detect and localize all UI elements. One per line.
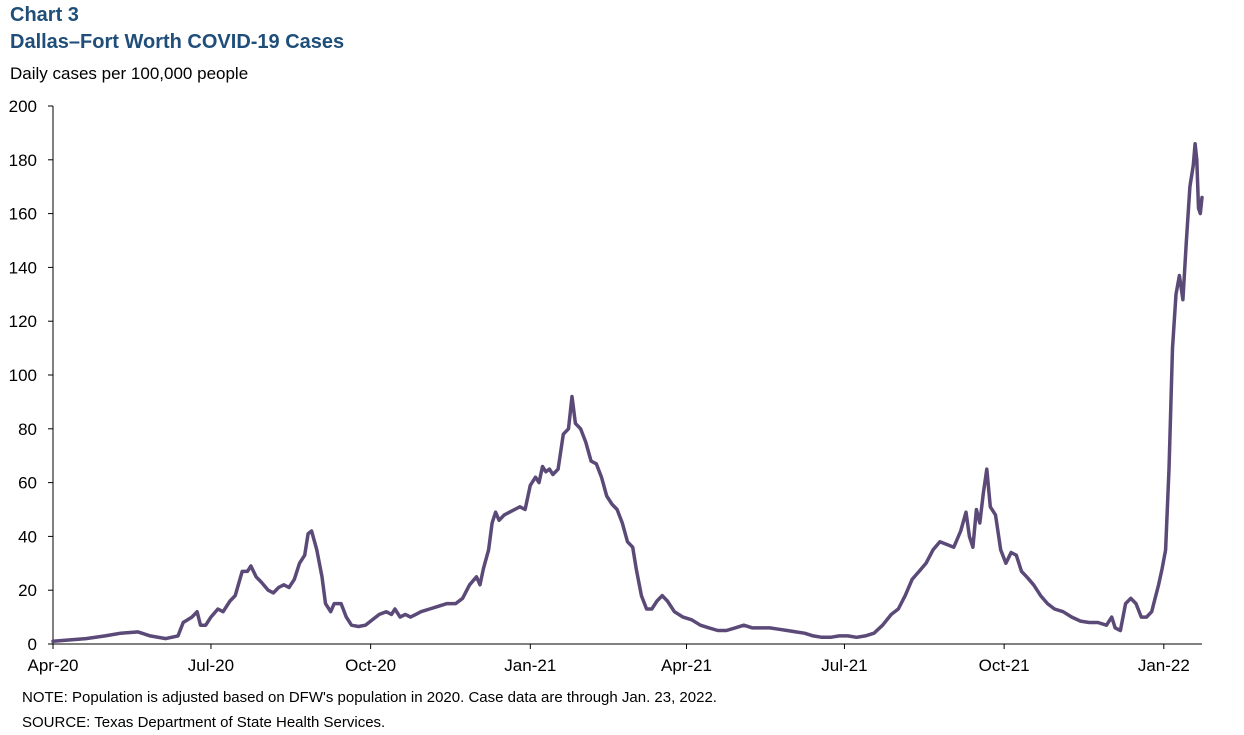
- y-tick-label: 180: [9, 151, 37, 170]
- note-text: NOTE: Population is adjusted based on DF…: [22, 689, 717, 706]
- y-tick-label: 200: [9, 97, 37, 116]
- x-tick-label: Apr-20: [27, 656, 78, 675]
- x-tick-label: Apr-21: [661, 656, 712, 675]
- chart-label: Chart 3: [10, 4, 79, 26]
- series-line: [51, 141, 1204, 644]
- x-tick-label: Jan-21: [504, 656, 556, 675]
- y-tick-label: 80: [18, 420, 37, 439]
- x-tick-label: Jul-21: [821, 656, 867, 675]
- chart-subtitle: Daily cases per 100,000 people: [10, 64, 249, 83]
- y-tick-label: 60: [18, 474, 37, 493]
- series-area: [51, 141, 1204, 644]
- y-tick-label: 40: [18, 527, 37, 546]
- y-tick-label: 20: [18, 581, 37, 600]
- chart-title: Dallas–Fort Worth COVID-19 Cases: [10, 31, 345, 53]
- x-tick-label: Oct-20: [345, 656, 396, 675]
- y-tick-label: 120: [9, 312, 37, 331]
- x-axis: Apr-20 Jul-20 Oct-20 Jan-21 Apr-21 Jul-21 Oct-…: [27, 643, 1202, 675]
- y-axis: 0 20 40 60 80 100 120 140 160 180 200: [9, 97, 54, 654]
- x-tick-label: Jul-20: [188, 656, 234, 675]
- y-tick-label: 160: [9, 205, 37, 224]
- x-tick-label: Oct-21: [979, 656, 1030, 675]
- source-text: SOURCE: Texas Department of State Health…: [22, 714, 386, 731]
- y-tick-label: 0: [28, 635, 37, 654]
- x-tick-label: Jan-22: [1138, 656, 1190, 675]
- y-tick-label: 100: [9, 366, 37, 385]
- y-tick-label: 140: [9, 258, 37, 277]
